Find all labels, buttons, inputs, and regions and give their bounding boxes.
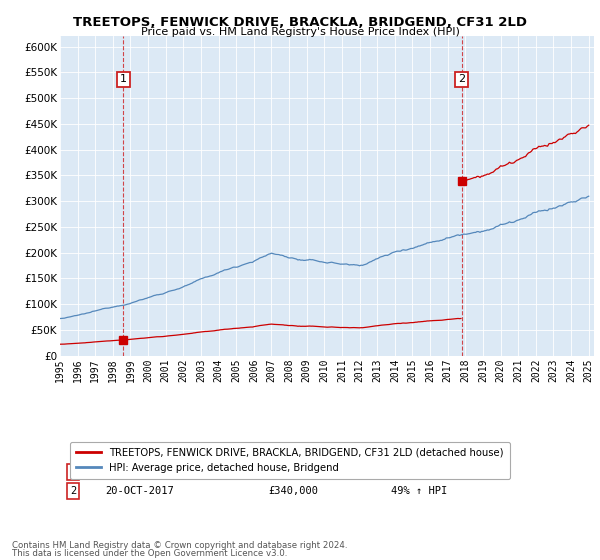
Text: 61% ↓ HPI: 61% ↓ HPI <box>391 467 448 477</box>
Text: TREETOPS, FENWICK DRIVE, BRACKLA, BRIDGEND, CF31 2LD: TREETOPS, FENWICK DRIVE, BRACKLA, BRIDGE… <box>73 16 527 29</box>
Text: £30,000: £30,000 <box>268 467 312 477</box>
Text: 06-AUG-1998: 06-AUG-1998 <box>106 467 174 477</box>
Text: 1: 1 <box>70 467 76 477</box>
Text: 1: 1 <box>120 74 127 85</box>
Text: 2: 2 <box>458 74 466 85</box>
Text: 2: 2 <box>70 486 76 496</box>
Text: 49% ↑ HPI: 49% ↑ HPI <box>391 486 448 496</box>
Text: Price paid vs. HM Land Registry's House Price Index (HPI): Price paid vs. HM Land Registry's House … <box>140 27 460 37</box>
Text: This data is licensed under the Open Government Licence v3.0.: This data is licensed under the Open Gov… <box>12 549 287 558</box>
Text: £340,000: £340,000 <box>268 486 318 496</box>
Legend: TREETOPS, FENWICK DRIVE, BRACKLA, BRIDGEND, CF31 2LD (detached house), HPI: Aver: TREETOPS, FENWICK DRIVE, BRACKLA, BRIDGE… <box>70 442 510 479</box>
Text: Contains HM Land Registry data © Crown copyright and database right 2024.: Contains HM Land Registry data © Crown c… <box>12 541 347 550</box>
Text: 20-OCT-2017: 20-OCT-2017 <box>106 486 174 496</box>
